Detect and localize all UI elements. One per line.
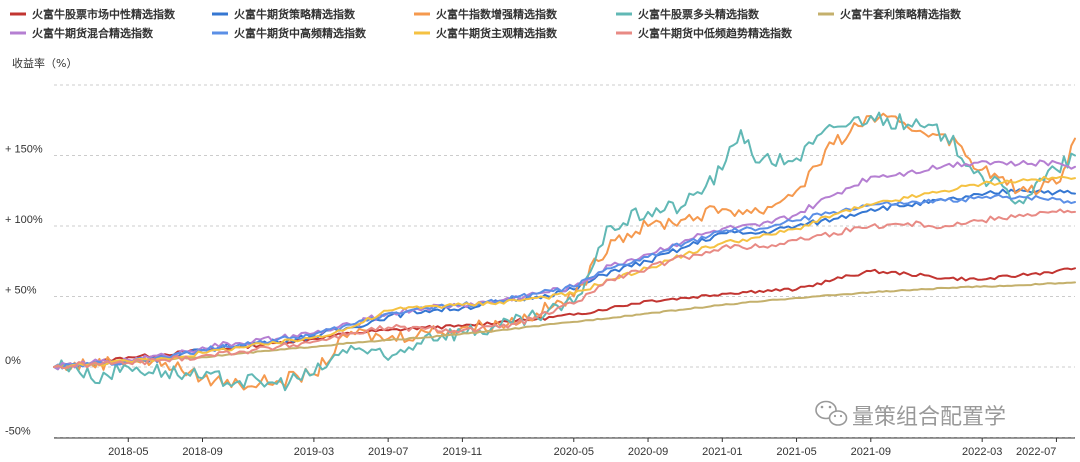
legend-swatch	[818, 12, 834, 16]
y-axis-label: 收益率（%）	[12, 56, 77, 70]
legend-label: 火富牛期货中高频精选指数	[234, 26, 367, 40]
legend-swatch	[414, 31, 430, 35]
x-axis: 2018-05 2018-09 2019-03 2019-07 2019-11 2020-…	[54, 437, 1075, 458]
y-tick-label: -50%	[5, 426, 31, 438]
legend-label: 火富牛期货主观精选指数	[436, 26, 558, 40]
y-tick-label: + 100%	[5, 214, 43, 226]
grid	[54, 84, 1075, 438]
x-tick-label: 2019-11	[443, 446, 483, 458]
y-axis-ticks: + 150% + 100% + 50% 0% -50%	[5, 144, 43, 438]
legend-label: 火富牛股票市场中性精选指数	[32, 7, 176, 21]
legend-swatch	[10, 12, 26, 16]
series-line	[53, 188, 1076, 370]
series-line	[53, 111, 1076, 392]
x-tick-label: 2020-09	[628, 446, 668, 458]
wechat-icon	[815, 400, 848, 426]
watermark: 量策组合配置学	[815, 400, 1006, 430]
series-line	[53, 193, 1076, 370]
legend-item[interactable]: 火富牛期货混合精选指数	[10, 26, 154, 40]
watermark-text: 量策组合配置学	[852, 405, 1006, 430]
x-tick-label: 2020-05	[554, 446, 594, 458]
series-lines	[53, 111, 1076, 392]
legend-item[interactable]: 火富牛股票市场中性精选指数	[10, 7, 176, 21]
legend-swatch	[212, 31, 228, 35]
x-tick-label: 2018-05	[108, 446, 148, 458]
x-tick-label: 2022-07	[1016, 446, 1056, 458]
legend-swatch	[616, 31, 632, 35]
legend-item[interactable]: 火富牛套利策略精选指数	[818, 7, 962, 21]
legend-label: 火富牛指数增强精选指数	[436, 7, 558, 21]
x-tick-label: 2022-03	[962, 446, 1002, 458]
x-tick-label: 2019-03	[294, 446, 334, 458]
legend-label: 火富牛套利策略精选指数	[840, 7, 962, 21]
x-tick-label: 2019-07	[368, 446, 408, 458]
legend-item[interactable]: 火富牛期货策略精选指数	[212, 7, 356, 21]
legend-label: 火富牛期货混合精选指数	[32, 26, 154, 40]
series-line	[53, 159, 1076, 371]
x-tick-label: 2021-01	[702, 446, 742, 458]
y-tick-label: + 150%	[5, 144, 43, 156]
x-tick-label: 2021-05	[776, 446, 816, 458]
legend-item[interactable]: 火富牛期货主观精选指数	[414, 26, 558, 40]
legend-label: 火富牛期货策略精选指数	[234, 7, 356, 21]
legend-label: 火富牛股票多头精选指数	[638, 7, 760, 21]
legend-swatch	[616, 12, 632, 16]
legend-swatch	[10, 31, 26, 35]
legend-swatch	[414, 12, 430, 16]
x-tick-label: 2021-09	[851, 446, 891, 458]
legend-item[interactable]: 火富牛股票多头精选指数	[616, 7, 760, 21]
legend-item[interactable]: 火富牛期货中高频精选指数	[212, 26, 367, 40]
y-tick-label: 0%	[5, 355, 21, 367]
series-line	[53, 281, 1076, 368]
legend-item[interactable]: 火富牛期货中低频趋势精选指数	[616, 26, 793, 40]
legend-item[interactable]: 火富牛指数增强精选指数	[414, 7, 558, 21]
legend-swatch	[212, 12, 228, 16]
legend: 火富牛股票市场中性精选指数 火富牛期货策略精选指数 火富牛指数增强精选指数 火富牛股票…	[10, 7, 962, 40]
series-line	[53, 208, 1076, 369]
x-tick-label: 2018-09	[182, 446, 222, 458]
y-tick-label: + 50%	[5, 285, 37, 297]
series-line	[53, 175, 1076, 370]
legend-label: 火富牛期货中低频趋势精选指数	[638, 26, 793, 40]
